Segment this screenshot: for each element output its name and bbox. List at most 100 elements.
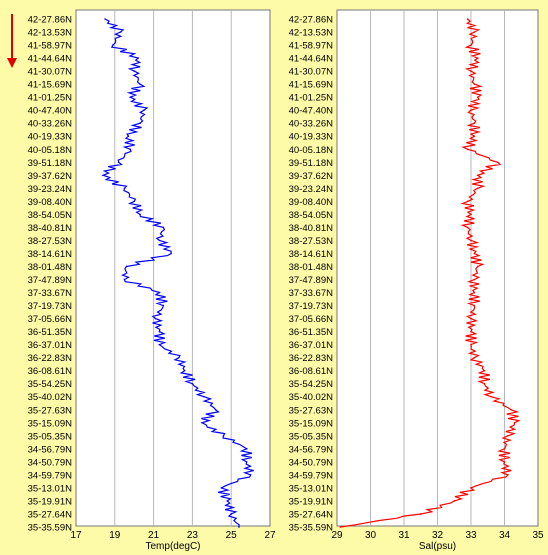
data-point bbox=[129, 96, 132, 98]
data-point bbox=[178, 356, 180, 359]
y-tick-label: 40-05.18N bbox=[289, 145, 334, 156]
x-tick-label: 29 bbox=[331, 530, 343, 541]
y-tick-label: 39-08.40N bbox=[28, 197, 73, 208]
data-point bbox=[470, 70, 472, 72]
y-tick-label: 37-05.66N bbox=[28, 314, 73, 325]
y-tick-label: 38-54.05N bbox=[289, 210, 334, 221]
y-tick-label: 36-51.35N bbox=[28, 327, 73, 338]
data-point bbox=[119, 31, 122, 33]
data-point bbox=[473, 83, 476, 85]
y-tick-label: 40-33.26N bbox=[28, 119, 73, 130]
x-axis-title: Sal(psu) bbox=[419, 541, 456, 552]
x-tick-label: 34 bbox=[499, 530, 511, 541]
data-point bbox=[466, 148, 469, 151]
y-tick-label: 37-47.89N bbox=[289, 275, 334, 286]
data-point bbox=[230, 513, 232, 515]
y-tick-label: 39-23.24N bbox=[28, 184, 73, 195]
y-tick-label: 35-40.02N bbox=[28, 392, 73, 403]
y-tick-label: 41-01.25N bbox=[28, 93, 73, 104]
y-tick-label: 35-27.63N bbox=[28, 405, 73, 416]
data-point bbox=[476, 57, 479, 59]
data-point bbox=[470, 213, 472, 216]
data-point bbox=[154, 317, 157, 320]
y-tick-label: 39-08.40N bbox=[289, 197, 334, 208]
x-tick-label: 25 bbox=[226, 530, 238, 541]
data-point bbox=[473, 135, 476, 138]
data-point bbox=[226, 500, 229, 502]
y-tick-label: 36-22.83N bbox=[28, 353, 73, 364]
y-tick-label: 40-33.26N bbox=[289, 119, 334, 130]
y-tick-label: 34-59.79N bbox=[289, 470, 334, 481]
data-point bbox=[137, 57, 139, 59]
y-tick-label: 39-51.18N bbox=[28, 158, 73, 169]
y-tick-label: 36-22.83N bbox=[289, 353, 334, 364]
profile-line bbox=[340, 18, 521, 528]
y-tick-label: 34-59.79N bbox=[28, 470, 73, 481]
y-tick-label: 35-19.91N bbox=[289, 496, 334, 507]
y-tick-label: 37-05.66N bbox=[289, 314, 334, 325]
y-tick-label: 37-19.73N bbox=[28, 301, 73, 312]
data-point bbox=[473, 291, 476, 294]
y-tick-label: 41-15.69N bbox=[28, 80, 73, 91]
y-tick-label: 38-27.53N bbox=[28, 236, 73, 247]
data-point bbox=[419, 513, 422, 515]
y-tick-label: 35-15.09N bbox=[28, 418, 73, 429]
x-tick-label: 17 bbox=[70, 530, 82, 541]
y-tick-label: 42-13.53N bbox=[289, 28, 334, 39]
data-point bbox=[129, 148, 132, 151]
plot-area bbox=[75, 9, 271, 527]
data-point bbox=[510, 408, 512, 411]
data-point bbox=[222, 435, 225, 437]
data-point bbox=[473, 31, 476, 33]
temperature-panel: 42-27.86N 42-13.53N 41-58.97N 41-44.64N 41-3… bbox=[28, 9, 276, 552]
data-point bbox=[158, 343, 161, 346]
data-point bbox=[201, 421, 203, 424]
x-tick-label: 21 bbox=[148, 530, 160, 541]
x-tick-label: 31 bbox=[398, 530, 410, 541]
data-point bbox=[117, 161, 120, 164]
y-tick-label: 40-47.40N bbox=[289, 106, 334, 117]
data-point bbox=[139, 122, 141, 125]
data-point bbox=[170, 252, 172, 255]
salinity-panel: 42-27.86N 42-13.53N 41-58.97N 41-44.64N 41-3… bbox=[289, 9, 544, 552]
y-tick-label: 36-08.61N bbox=[289, 366, 334, 377]
data-point bbox=[238, 526, 240, 528]
data-point bbox=[127, 135, 130, 138]
data-point bbox=[123, 187, 126, 190]
y-tick-label: 40-05.18N bbox=[28, 145, 73, 156]
y-tick-label: 40-19.33N bbox=[289, 132, 334, 143]
y-tick-label: 35-54.25N bbox=[28, 379, 73, 390]
data-point bbox=[507, 474, 509, 476]
data-point bbox=[191, 382, 194, 385]
y-tick-label: 35-40.02N bbox=[289, 392, 334, 403]
y-tick-label: 38-40.81N bbox=[28, 223, 73, 234]
y-tick-label: 39-23.24N bbox=[289, 184, 334, 195]
y-tick-label: 38-54.05N bbox=[28, 210, 73, 221]
data-point bbox=[102, 174, 104, 177]
data-point bbox=[453, 500, 456, 502]
x-tick-label: 32 bbox=[432, 530, 444, 541]
y-tick-label: 41-44.64N bbox=[289, 54, 334, 65]
y-tick-label: 35-27.64N bbox=[28, 509, 73, 520]
data-point bbox=[123, 278, 126, 281]
data-point bbox=[139, 213, 141, 216]
y-tick-label: 34-50.79N bbox=[28, 457, 73, 468]
data-point bbox=[139, 83, 141, 85]
data-point bbox=[470, 317, 472, 320]
data-point bbox=[470, 343, 472, 346]
data-point bbox=[158, 291, 161, 294]
data-point bbox=[470, 330, 472, 333]
data-point bbox=[470, 487, 472, 489]
y-tick-label: 36-37.01N bbox=[28, 340, 73, 351]
data-point bbox=[476, 174, 479, 177]
x-axis-title: Temp(degC) bbox=[145, 541, 200, 552]
data-point bbox=[162, 226, 165, 229]
data-point bbox=[220, 487, 223, 489]
data-point bbox=[158, 239, 161, 242]
data-point bbox=[112, 44, 114, 46]
data-point bbox=[470, 44, 472, 46]
data-point bbox=[483, 382, 486, 385]
y-tick-label: 41-01.25N bbox=[289, 93, 334, 104]
y-tick-label: 41-58.97N bbox=[28, 41, 73, 52]
